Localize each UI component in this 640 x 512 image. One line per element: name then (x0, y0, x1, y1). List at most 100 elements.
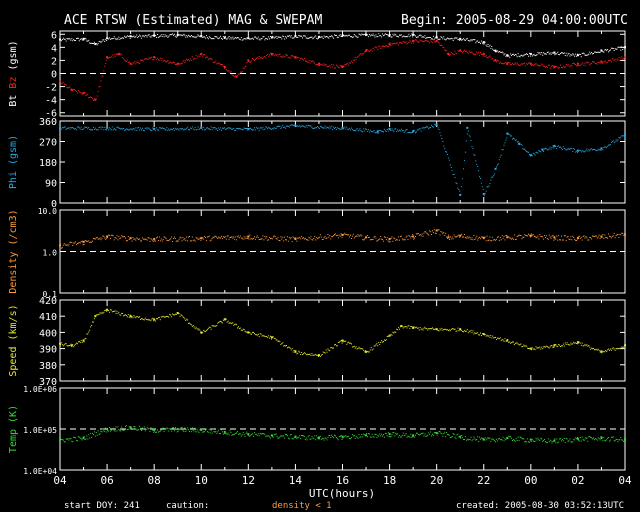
data-dot (66, 438, 68, 440)
data-dot (526, 63, 528, 65)
data-dot (611, 236, 613, 238)
data-dot (80, 241, 82, 243)
series-bt (59, 33, 626, 58)
data-dot (233, 127, 235, 129)
data-dot (394, 331, 396, 333)
data-dot (580, 56, 582, 58)
data-dot (387, 432, 389, 434)
data-dot (266, 336, 268, 338)
data-dot (181, 35, 183, 37)
data-dot (409, 132, 411, 134)
data-dot (386, 435, 388, 437)
data-dot (211, 58, 213, 60)
data-dot (125, 315, 127, 317)
data-dot (145, 35, 147, 37)
data-dot (545, 53, 547, 55)
data-dot (173, 127, 174, 129)
data-dot (197, 329, 199, 331)
data-dot (60, 344, 61, 346)
data-dot (539, 64, 541, 66)
data-dot (238, 328, 240, 330)
data-dot (425, 37, 427, 39)
data-dot (94, 316, 96, 318)
data-dot (95, 314, 97, 316)
data-dot (346, 35, 348, 37)
data-dot (263, 129, 265, 131)
data-dot (243, 68, 245, 70)
data-dot (366, 34, 368, 36)
data-dot (81, 240, 83, 242)
data-dot (411, 132, 413, 134)
data-dot (442, 46, 444, 48)
data-dot (512, 53, 514, 55)
data-dot (389, 436, 391, 438)
data-dot (336, 36, 338, 38)
data-dot (224, 35, 226, 37)
data-dot (210, 38, 212, 40)
data-point (388, 43, 391, 46)
data-dot (356, 56, 358, 58)
data-dot (387, 240, 389, 242)
data-dot (509, 56, 511, 58)
data-dot (236, 432, 238, 434)
data-dot (356, 348, 358, 350)
data-dot (165, 428, 167, 430)
data-dot (397, 42, 399, 44)
data-dot (555, 238, 557, 240)
data-dot (354, 35, 356, 37)
data-dot (109, 430, 111, 432)
data-dot (558, 235, 560, 237)
data-dot (452, 40, 454, 42)
data-dot (601, 148, 603, 150)
data-dot (286, 125, 288, 127)
data-dot (517, 436, 519, 438)
data-dot (534, 63, 536, 65)
data-dot (415, 236, 417, 238)
data-dot (568, 344, 570, 346)
data-dot (370, 130, 372, 132)
data-dot (600, 349, 602, 351)
data-dot (214, 431, 216, 433)
data-dot (447, 53, 449, 55)
data-dot (598, 51, 600, 53)
data-dot (459, 190, 461, 192)
data-dot (167, 129, 169, 131)
data-dot (233, 434, 235, 436)
data-dot (209, 326, 211, 328)
data-dot (488, 56, 490, 58)
data-dot (216, 236, 218, 238)
data-dot (482, 55, 484, 57)
data-dot (433, 432, 435, 434)
data-dot (425, 126, 427, 128)
data-dot (97, 238, 99, 240)
data-dot (621, 346, 623, 348)
data-dot (377, 48, 379, 50)
data-dot (452, 328, 454, 330)
data-dot (616, 48, 618, 50)
data-dot (120, 53, 122, 55)
data-dot (518, 55, 520, 57)
data-dot (413, 129, 415, 131)
data-dot (524, 148, 526, 150)
data-dot (537, 437, 539, 439)
data-point (294, 238, 297, 241)
data-dot (578, 65, 580, 67)
data-dot (88, 97, 90, 99)
data-dot (548, 148, 550, 150)
data-dot (393, 130, 395, 132)
data-dot (75, 437, 77, 439)
data-dot (541, 438, 543, 440)
data-dot (466, 51, 468, 53)
data-dot (355, 435, 357, 437)
data-dot (432, 434, 434, 436)
data-dot (417, 327, 419, 329)
data-dot (92, 129, 94, 131)
data-dot (333, 347, 335, 349)
data-dot (199, 429, 201, 431)
data-dot (346, 234, 348, 236)
data-dot (422, 36, 424, 38)
data-dot (357, 347, 359, 349)
data-dot (351, 346, 353, 348)
data-dot (511, 64, 513, 66)
